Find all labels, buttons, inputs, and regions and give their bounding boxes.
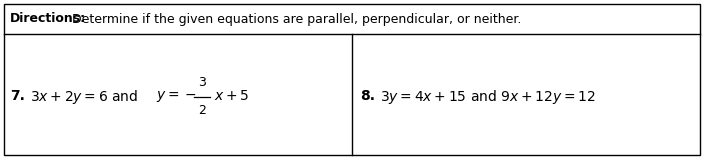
Text: $x + 5$: $x + 5$ xyxy=(214,90,249,104)
Text: 7.: 7. xyxy=(10,90,25,104)
Text: 2: 2 xyxy=(198,104,206,117)
Text: $3y = 4x + 15$ and $9x + 12y = 12$: $3y = 4x + 15$ and $9x + 12y = 12$ xyxy=(380,87,596,106)
Text: Directions:: Directions: xyxy=(10,13,86,25)
Text: $3x + 2y = 6$ and: $3x + 2y = 6$ and xyxy=(30,87,139,106)
Text: 3: 3 xyxy=(198,76,206,90)
Text: $y = -$: $y = -$ xyxy=(156,89,196,104)
Text: 8.: 8. xyxy=(360,90,375,104)
Text: Determine if the given equations are parallel, perpendicular, or neither.: Determine if the given equations are par… xyxy=(68,13,522,25)
